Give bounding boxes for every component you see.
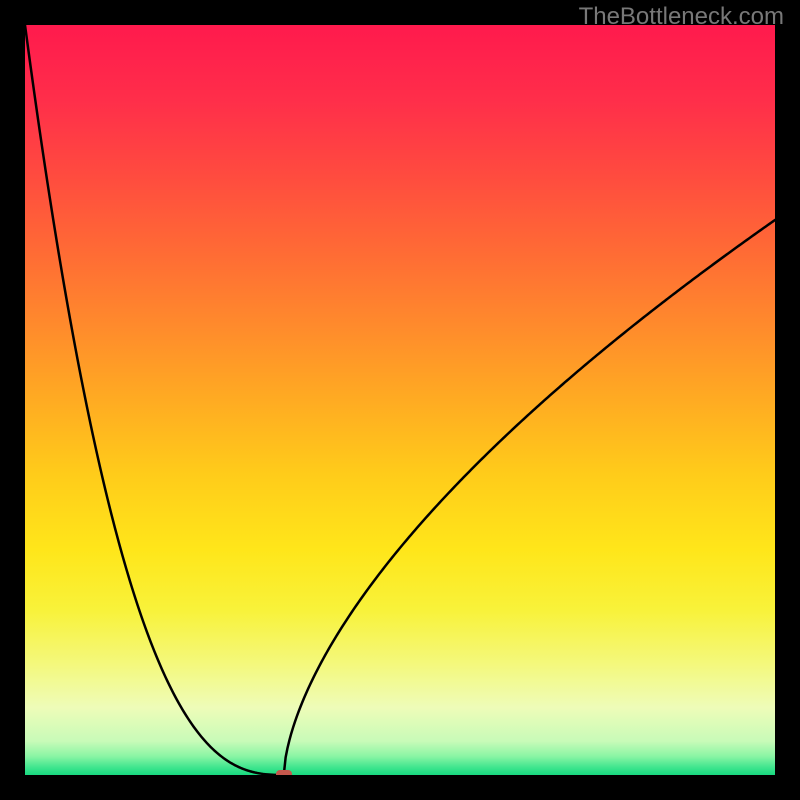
chart-container: TheBottleneck.com	[0, 0, 800, 800]
optimum-marker	[276, 770, 292, 775]
plot-area	[25, 25, 775, 775]
watermark-text: TheBottleneck.com	[579, 3, 784, 31]
bottleneck-curve	[25, 25, 775, 775]
